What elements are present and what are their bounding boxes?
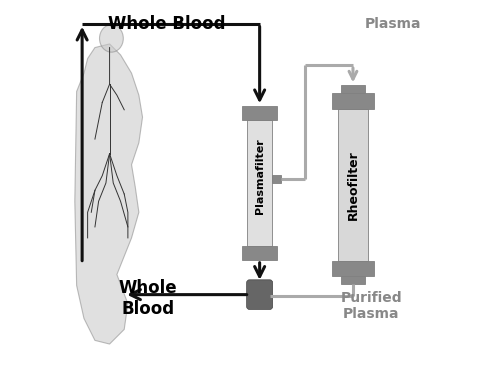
Bar bbox=[341, 85, 365, 93]
Ellipse shape bbox=[99, 25, 123, 52]
Text: Whole
Blood: Whole Blood bbox=[119, 279, 177, 318]
Bar bbox=[341, 276, 365, 284]
FancyBboxPatch shape bbox=[246, 280, 272, 310]
Bar bbox=[332, 261, 374, 276]
Text: Rheofilter: Rheofilter bbox=[346, 150, 360, 220]
Text: Whole Blood: Whole Blood bbox=[108, 15, 225, 33]
Text: Plasma: Plasma bbox=[365, 17, 421, 31]
Text: Purified
Plasma: Purified Plasma bbox=[341, 291, 402, 321]
Text: Plasmafilter: Plasmafilter bbox=[255, 138, 265, 213]
Bar bbox=[243, 246, 277, 260]
Bar bbox=[332, 93, 374, 109]
Polygon shape bbox=[75, 44, 143, 344]
Bar bbox=[247, 120, 272, 246]
Bar bbox=[272, 175, 280, 183]
Bar bbox=[338, 109, 368, 261]
Bar bbox=[243, 106, 277, 120]
